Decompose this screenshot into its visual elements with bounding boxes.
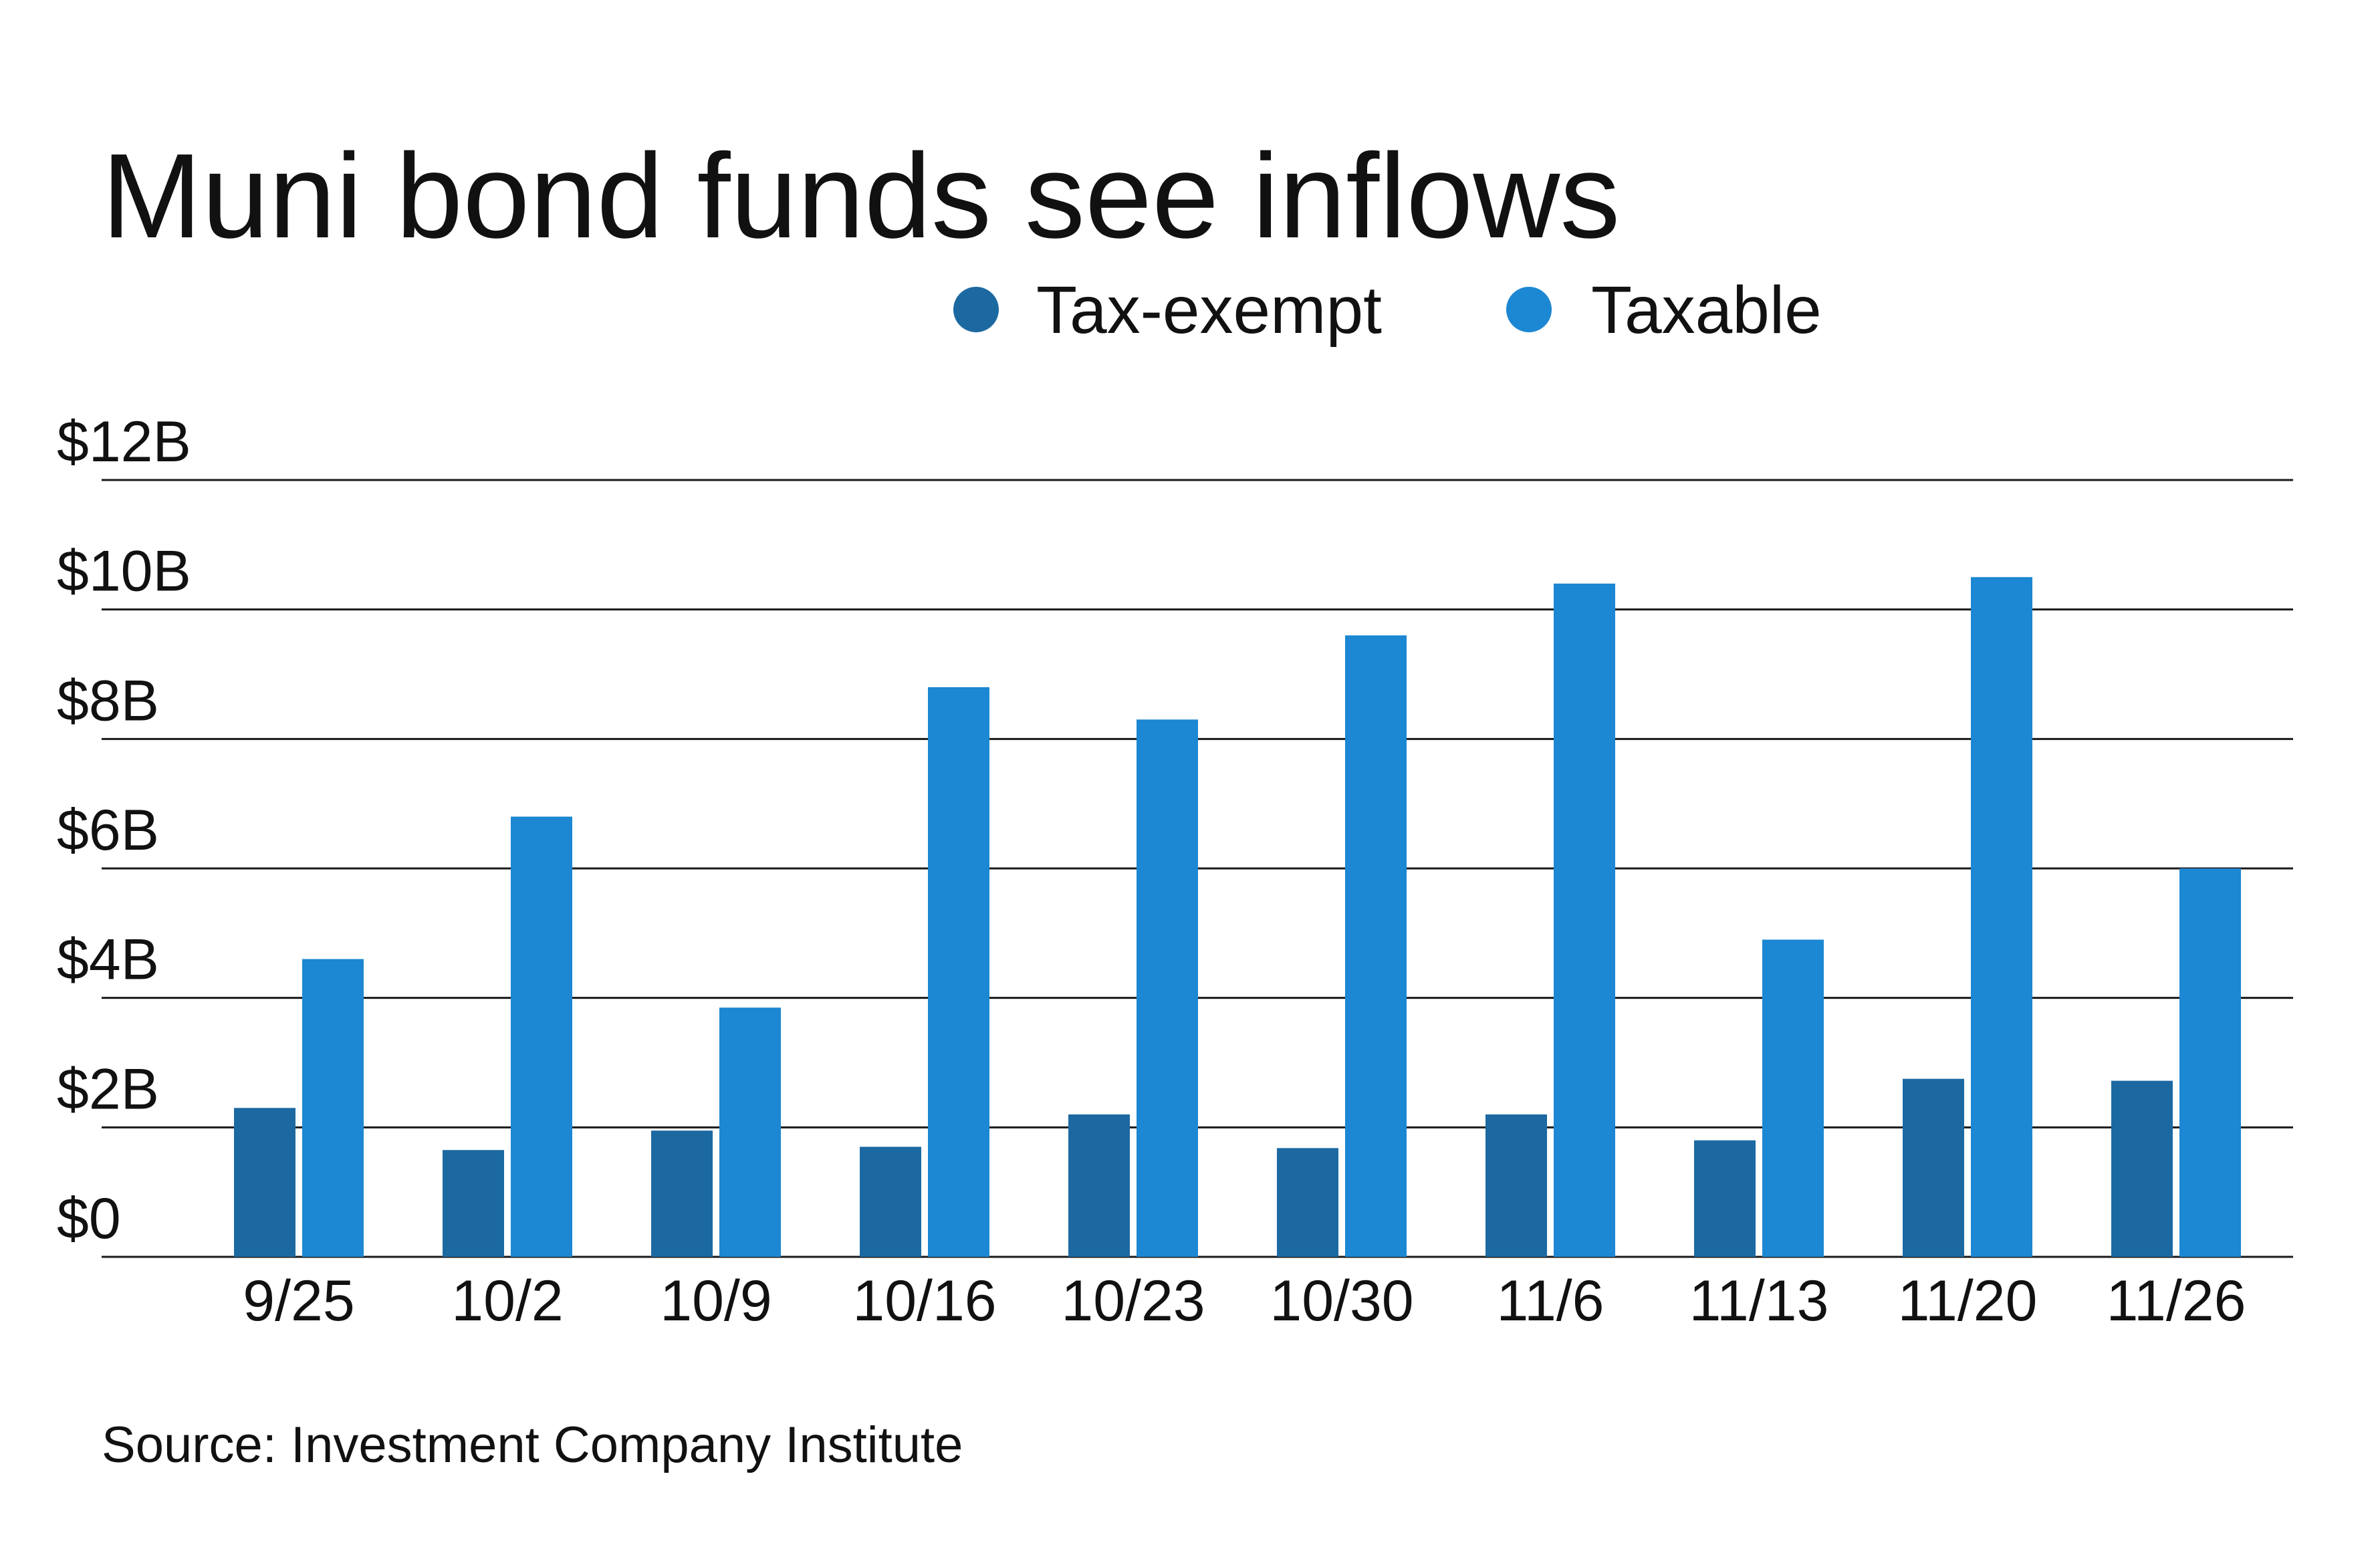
- bar-tax-exempt-10-23: [1068, 1114, 1130, 1257]
- x-tick-label: 11/26: [2107, 1269, 2246, 1333]
- bar-taxable-11-13: [1762, 939, 1824, 1257]
- x-tick-label: 11/13: [1689, 1269, 1829, 1333]
- x-tick-label: 10/23: [1061, 1269, 1205, 1333]
- x-tick-label: 10/30: [1270, 1269, 1413, 1333]
- x-tick-label: 9/25: [243, 1269, 354, 1333]
- y-axis-ticks: $0 $2B $4B $6B $8B $10B $12B: [57, 410, 191, 1251]
- bar-taxable-9-25: [302, 959, 364, 1257]
- bar-tax-exempt-11-6: [1485, 1114, 1547, 1257]
- bar-tax-exempt-10-30: [1277, 1148, 1338, 1257]
- bar-tax-exempt-9-25: [234, 1108, 295, 1257]
- x-tick-label: 10/2: [451, 1269, 563, 1333]
- y-tick-label: $2B: [57, 1057, 159, 1121]
- legend-swatch-taxable: [1506, 287, 1552, 332]
- bar-taxable-10-16: [928, 687, 989, 1257]
- bar-tax-exempt-10-16: [860, 1147, 921, 1257]
- bar-taxable-10-23: [1137, 719, 1198, 1257]
- x-tick-label: 10/16: [852, 1269, 996, 1333]
- bar-tax-exempt-10-2: [443, 1150, 504, 1257]
- legend-swatch-tax-exempt: [953, 287, 999, 332]
- bar-taxable-11-6: [1554, 583, 1615, 1257]
- source-note: Source: Investment Company Institute: [102, 1417, 963, 1473]
- y-tick-label: $0: [57, 1187, 121, 1251]
- bar-tax-exempt-10-9: [651, 1130, 713, 1257]
- x-tick-label: 11/20: [1898, 1269, 2038, 1333]
- bar-tax-exempt-11-13: [1694, 1140, 1756, 1257]
- legend: Tax-exempt Taxable: [953, 273, 1822, 348]
- y-tick-label: $8B: [57, 669, 159, 733]
- y-tick-label: $4B: [57, 928, 159, 992]
- x-axis-ticks: 9/25 10/2 10/9 10/16 10/23 10/30 11/6 11/13 11/2…: [243, 1269, 2246, 1333]
- bar-taxable-10-2: [511, 816, 572, 1257]
- bar-taxable-10-30: [1345, 635, 1407, 1257]
- y-tick-label: $6B: [57, 798, 159, 862]
- x-tick-label: 11/6: [1497, 1269, 1604, 1333]
- y-tick-label: $10B: [57, 540, 191, 604]
- y-tick-label: $12B: [57, 410, 191, 474]
- legend-label-tax-exempt: Tax-exempt: [1036, 273, 1382, 348]
- bar-tax-exempt-11-26: [2111, 1080, 2173, 1257]
- bar-tax-exempt-11-20: [1903, 1078, 1964, 1257]
- legend-label-taxable: Taxable: [1591, 273, 1822, 348]
- bar-taxable-10-9: [719, 1007, 781, 1257]
- x-tick-label: 10/9: [660, 1269, 771, 1333]
- chart-title: Muni bond funds see inflows: [102, 129, 1620, 263]
- bar-taxable-11-20: [1971, 577, 2032, 1257]
- bars: [234, 577, 2241, 1257]
- bar-taxable-11-26: [2179, 868, 2241, 1257]
